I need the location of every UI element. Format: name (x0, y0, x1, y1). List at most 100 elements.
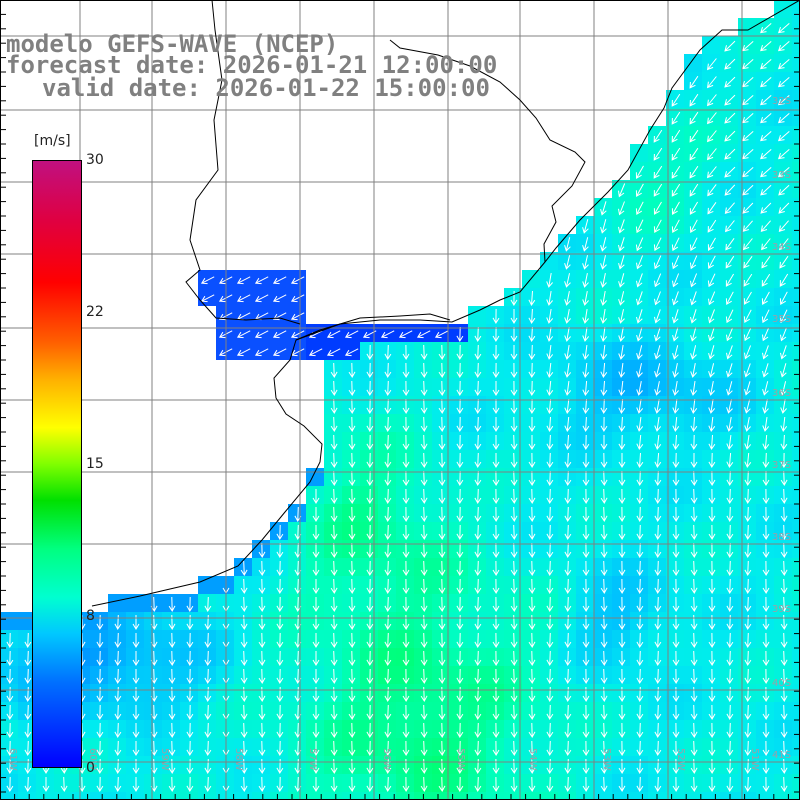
wind-cell (504, 666, 522, 684)
wind-arrow (402, 488, 410, 504)
wind-cell (720, 126, 738, 144)
wind-cell (666, 594, 684, 612)
wind-arrow (254, 330, 269, 339)
wind-cell (756, 450, 774, 468)
wind-cell (522, 576, 540, 594)
wind-arrow (582, 722, 590, 738)
wind-cell (630, 666, 648, 684)
wind-cell (180, 792, 198, 804)
wind-cell (558, 576, 576, 594)
wind-arrow (742, 77, 754, 88)
wind-arrow (258, 740, 266, 756)
longitude-label: 56W (381, 748, 392, 771)
wind-cell (648, 378, 666, 396)
wind-arrow (384, 434, 392, 450)
wind-cell (792, 36, 800, 54)
wind-cell (432, 378, 450, 396)
wind-cell (540, 288, 558, 306)
wind-cell (684, 144, 702, 162)
wind-arrow (744, 650, 752, 666)
wind-cell (774, 108, 792, 126)
wind-arrow (564, 470, 572, 486)
wind-cell (792, 756, 800, 774)
wind-arrow (689, 75, 699, 89)
wind-arrow (384, 668, 392, 684)
wind-arrow (777, 23, 790, 34)
wind-cell (522, 504, 540, 522)
wind-arrow (582, 506, 590, 522)
wind-cell (504, 648, 522, 666)
wind-arrow (618, 722, 626, 738)
wind-arrow (186, 704, 194, 720)
wind-arrow (528, 290, 536, 306)
wind-cell (558, 486, 576, 504)
wind-arrow (582, 596, 590, 612)
wind-cell (666, 288, 684, 306)
wind-arrow (636, 560, 644, 576)
wind-cell (396, 504, 414, 522)
wind-cell (342, 792, 360, 804)
wind-cell (612, 684, 630, 702)
wind-arrow (760, 77, 772, 88)
wind-arrow (474, 344, 482, 360)
wind-arrow (762, 327, 770, 342)
wind-cell (522, 486, 540, 504)
wind-cell (414, 378, 432, 396)
wind-arrow (438, 362, 446, 378)
wind-cell (720, 216, 738, 234)
wind-arrow (510, 290, 518, 306)
wind-arrow (312, 687, 320, 702)
wind-arrow (420, 596, 428, 612)
wind-cell (630, 216, 648, 234)
wind-cell (450, 576, 468, 594)
wind-arrow (762, 345, 769, 360)
wind-arrow (618, 434, 626, 450)
wind-arrow (777, 167, 790, 178)
wind-arrow (564, 560, 572, 576)
wind-cell (198, 648, 216, 666)
wind-cell (666, 450, 684, 468)
wind-arrow (760, 220, 771, 233)
wind-cell (396, 702, 414, 720)
wind-cell (396, 378, 414, 396)
wind-cell (414, 720, 432, 738)
wind-arrow (438, 722, 446, 738)
wind-cell (684, 162, 702, 180)
wind-arrow (402, 470, 410, 486)
wind-cell (774, 288, 792, 306)
wind-arrow (420, 380, 428, 396)
wind-arrow (474, 326, 482, 342)
wind-arrow (760, 131, 772, 142)
wind-cell (720, 504, 738, 522)
wind-arrow (618, 183, 626, 198)
wind-cell (324, 720, 342, 738)
wind-arrow (724, 202, 735, 215)
wind-arrow (546, 686, 554, 702)
wind-cell (522, 612, 540, 630)
wind-arrow (582, 345, 590, 360)
wind-arrow (672, 416, 680, 432)
wind-cell (432, 594, 450, 612)
wind-cell (774, 234, 792, 252)
wind-arrow (706, 166, 717, 179)
wind-cell (702, 432, 720, 450)
wind-arrow (474, 740, 482, 756)
wind-cell (162, 792, 180, 804)
wind-arrow (654, 596, 662, 612)
wind-arrow (258, 560, 266, 576)
wind-cell (306, 630, 324, 648)
wind-arrow (312, 705, 320, 720)
wind-arrow (600, 237, 607, 252)
wind-cell (540, 504, 558, 522)
wind-arrow (582, 614, 590, 630)
wind-arrow (744, 632, 752, 648)
wind-cell (90, 684, 108, 702)
wind-cell (612, 756, 630, 774)
wind-cell (738, 792, 756, 804)
wind-cell (234, 630, 252, 648)
wind-arrow (510, 758, 518, 774)
wind-cell (792, 72, 800, 90)
wind-arrow (6, 632, 14, 648)
wind-arrow (114, 776, 122, 792)
wind-cell (306, 684, 324, 702)
